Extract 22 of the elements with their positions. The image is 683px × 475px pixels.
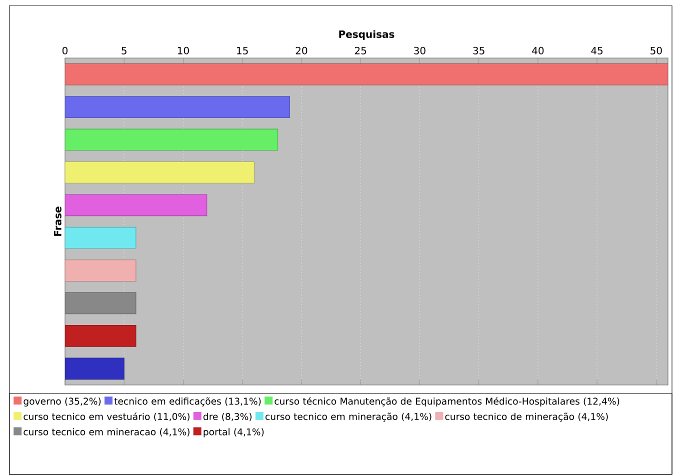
x-tick-label: 45 xyxy=(591,46,603,54)
x-tick-label: 40 xyxy=(532,46,544,54)
legend-label: curso tecnico em vestuário (11,0%) xyxy=(24,412,190,422)
x-tick-label: 5 xyxy=(122,46,126,54)
x-tick-label: 25 xyxy=(354,46,366,54)
x-tick-label: 10 xyxy=(178,46,189,54)
legend-label: curso tecnico em mineração (4,1%) xyxy=(266,412,432,422)
x-tick-label: 30 xyxy=(414,46,426,54)
legend-label: governo (35,2%) xyxy=(24,398,101,407)
legend-label: curso tecnico de mineração (4,1%) xyxy=(445,412,608,422)
x-tick-label: 0 xyxy=(62,46,68,54)
legend-label: tecnico em edificações (13,1%) xyxy=(114,397,261,406)
x-axis-title: Pesquisas xyxy=(339,30,394,40)
y-axis-title: Frase xyxy=(54,206,62,236)
legend-label: dre (8,3%) xyxy=(203,412,252,422)
x-tick-label: 50 xyxy=(650,46,662,54)
legend-label: portal (4,1%) xyxy=(204,428,264,438)
legend-label: curso técnico Manutenção de Equipamentos Médico-Hospitalares (12,4%) xyxy=(274,397,620,407)
x-tick-label: 20 xyxy=(296,46,308,54)
x-tick-label: 35 xyxy=(473,46,484,54)
legend-label: curso tecnico em mineracao (4,1%) xyxy=(24,428,190,436)
x-tick-label: 15 xyxy=(237,46,248,54)
